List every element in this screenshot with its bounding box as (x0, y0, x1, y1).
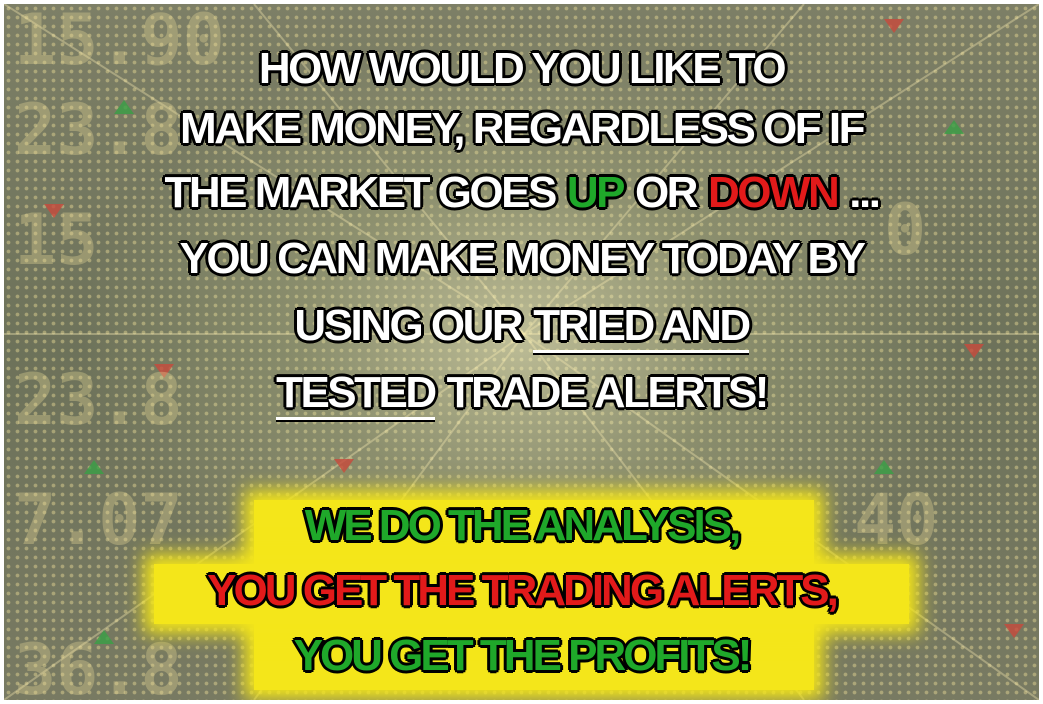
svg-text:15.90: 15.90 (14, 4, 225, 81)
svg-text:15: 15 (14, 199, 98, 281)
highlight-box (154, 564, 909, 624)
headline-line: HOW WOULD YOU LIKE TO (4, 44, 1039, 94)
callout-line: WE DO THE ANALYSIS, (304, 501, 742, 550)
headline-line: THE MARKET GOES UP OR DOWN... (4, 168, 1039, 218)
headline-text: HOW WOULD YOU LIKE TO (258, 44, 787, 93)
headline-line: MAKE MONEY, REGARDLESS OF IF (4, 104, 1039, 154)
up-word: UP (566, 168, 626, 217)
headline-text: OR (634, 168, 699, 217)
headline-line: TESTED TRADE ALERTS! (4, 368, 1039, 420)
background-art: 15.90 23.8 15 23.8 7.07 40 36.8 0 (4, 4, 1039, 700)
headline-text: TRADE ALERTS! (446, 368, 770, 417)
headline-text: THE MARKET GOES (164, 168, 558, 217)
callout-line: YOU GET THE TRADING ALERTS, (207, 566, 839, 615)
underlined-text: TRIED AND (533, 301, 751, 353)
callout-line: YOU GET THE PROFITS! (293, 631, 753, 680)
ellipsis: ... (849, 168, 881, 217)
svg-text:23.8: 23.8 (14, 359, 183, 441)
svg-text:0: 0 (884, 189, 926, 271)
advert: 15.90 23.8 15 23.8 7.07 40 36.8 0 HOW WOULD Y… (4, 4, 1039, 700)
headline-text: USING OUR (294, 301, 523, 350)
svg-text:36.8: 36.8 (14, 629, 183, 700)
svg-text:7.07: 7.07 (14, 479, 183, 561)
headline-text: YOU CAN MAKE MONEY TODAY BY (179, 234, 866, 283)
svg-text:23.8: 23.8 (14, 89, 183, 171)
svg-text:40: 40 (854, 479, 938, 561)
underlined-text: TESTED (276, 368, 437, 420)
headline-line: YOU CAN MAKE MONEY TODAY BY (4, 234, 1039, 284)
headline-line: USING OUR TRIED AND (4, 301, 1039, 353)
headline-text: MAKE MONEY, REGARDLESS OF IF (180, 104, 865, 153)
down-word: DOWN (707, 168, 840, 217)
